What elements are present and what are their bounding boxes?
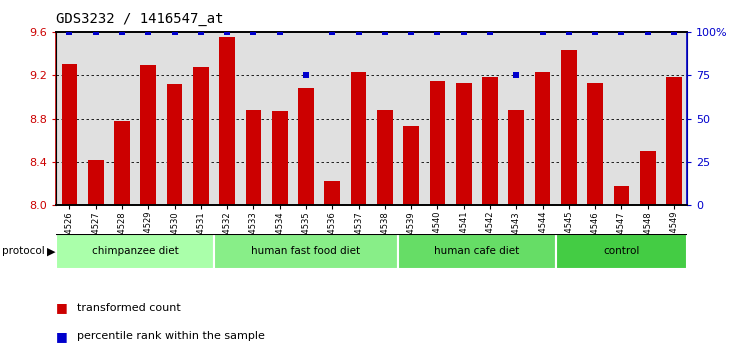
Bar	[56, 234, 214, 269]
Bar	[140, 65, 156, 205]
Bar	[561, 50, 577, 205]
Bar	[214, 234, 398, 269]
Bar	[535, 72, 550, 205]
Bar	[430, 81, 445, 205]
Bar	[193, 67, 209, 205]
Bar	[298, 88, 314, 205]
Text: protocol: protocol	[2, 246, 44, 256]
Bar	[114, 121, 130, 205]
Text: human fast food diet: human fast food diet	[252, 246, 360, 256]
Bar	[62, 64, 77, 205]
Bar	[614, 186, 629, 205]
Bar	[482, 78, 498, 205]
Text: control: control	[603, 246, 640, 256]
Bar	[377, 110, 393, 205]
Text: GDS3232 / 1416547_at: GDS3232 / 1416547_at	[56, 12, 224, 27]
Text: percentile rank within the sample: percentile rank within the sample	[77, 331, 265, 341]
Bar	[508, 110, 524, 205]
Bar	[219, 37, 235, 205]
Bar	[246, 110, 261, 205]
Bar	[88, 160, 104, 205]
Bar	[640, 151, 656, 205]
Text: chimpanzee diet: chimpanzee diet	[92, 246, 179, 256]
Text: transformed count: transformed count	[77, 303, 181, 313]
Bar	[456, 83, 472, 205]
Bar	[666, 78, 682, 205]
Bar	[351, 72, 366, 205]
Bar	[398, 234, 556, 269]
Bar	[272, 111, 288, 205]
Bar	[556, 234, 687, 269]
Bar	[324, 182, 340, 205]
Text: ▶: ▶	[47, 246, 56, 256]
Bar	[403, 126, 419, 205]
Bar	[167, 84, 182, 205]
Bar	[587, 83, 603, 205]
Text: ■: ■	[56, 302, 68, 314]
Text: ■: ■	[56, 330, 68, 343]
Text: human cafe diet: human cafe diet	[434, 246, 520, 256]
